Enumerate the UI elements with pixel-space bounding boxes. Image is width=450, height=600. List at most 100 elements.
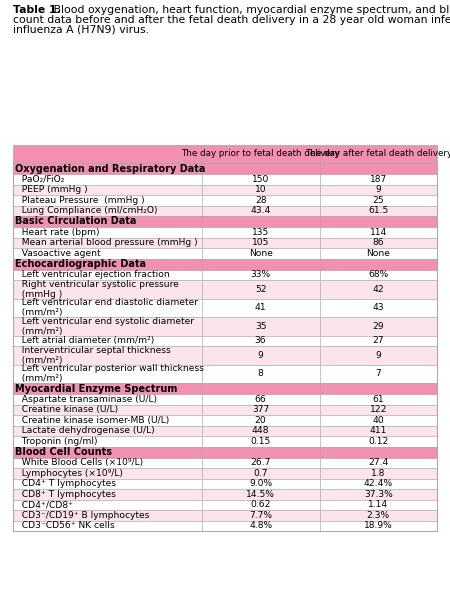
Bar bbox=[13, 510, 202, 520]
Text: 1.14: 1.14 bbox=[368, 500, 388, 509]
Text: 68%: 68% bbox=[368, 270, 388, 279]
Bar bbox=[13, 335, 202, 346]
Bar bbox=[202, 425, 320, 436]
Text: Basic Circulation Data: Basic Circulation Data bbox=[15, 217, 136, 226]
Text: 2.3%: 2.3% bbox=[367, 511, 390, 520]
Bar bbox=[202, 174, 320, 185]
Text: 43.4: 43.4 bbox=[251, 206, 271, 215]
Text: Left atrial diameter (mm/m²): Left atrial diameter (mm/m²) bbox=[16, 336, 154, 345]
Bar bbox=[202, 205, 320, 216]
Text: 150: 150 bbox=[252, 175, 269, 184]
Bar bbox=[320, 238, 437, 248]
Text: 66: 66 bbox=[255, 395, 266, 404]
Bar bbox=[13, 346, 202, 364]
Text: 61: 61 bbox=[373, 395, 384, 404]
Bar bbox=[320, 468, 437, 479]
Bar bbox=[202, 510, 320, 520]
Bar bbox=[320, 404, 437, 415]
Bar bbox=[13, 489, 202, 499]
Text: 4.8%: 4.8% bbox=[249, 521, 272, 530]
Text: None: None bbox=[366, 249, 390, 258]
Text: 18.9%: 18.9% bbox=[364, 521, 393, 530]
Text: 36: 36 bbox=[255, 336, 266, 345]
Bar bbox=[13, 174, 202, 185]
Text: 42.4%: 42.4% bbox=[364, 479, 393, 488]
Text: White Blood Cells (×10⁹/L): White Blood Cells (×10⁹/L) bbox=[16, 458, 143, 467]
Bar bbox=[202, 436, 320, 446]
Text: 7: 7 bbox=[375, 369, 381, 378]
Text: 42: 42 bbox=[373, 285, 384, 294]
Text: 61.5: 61.5 bbox=[368, 206, 388, 215]
Text: count data before and after the fetal death delivery in a 28 year old woman infe: count data before and after the fetal de… bbox=[13, 15, 450, 25]
Bar bbox=[13, 227, 202, 238]
Bar bbox=[13, 468, 202, 479]
Text: 33%: 33% bbox=[251, 270, 271, 279]
Text: 10: 10 bbox=[255, 185, 266, 194]
Text: 41: 41 bbox=[255, 303, 266, 312]
Bar bbox=[202, 404, 320, 415]
Text: 135: 135 bbox=[252, 228, 269, 237]
Bar bbox=[202, 489, 320, 499]
Bar bbox=[202, 394, 320, 404]
Text: CD3⁻/CD19⁺ B lymphocytes: CD3⁻/CD19⁺ B lymphocytes bbox=[16, 511, 149, 520]
Bar bbox=[13, 383, 437, 394]
Bar bbox=[13, 195, 202, 205]
Text: influenza A (H7N9) virus.: influenza A (H7N9) virus. bbox=[13, 25, 149, 35]
Text: CD8⁺ T lymphocytes: CD8⁺ T lymphocytes bbox=[16, 490, 116, 499]
Text: Table 1.: Table 1. bbox=[13, 5, 61, 15]
Text: 8: 8 bbox=[258, 369, 264, 378]
Bar bbox=[320, 298, 437, 317]
Text: 25: 25 bbox=[373, 196, 384, 205]
Bar bbox=[202, 364, 320, 383]
Bar bbox=[320, 394, 437, 404]
Bar bbox=[13, 499, 202, 510]
Bar bbox=[202, 269, 320, 280]
Bar bbox=[202, 227, 320, 238]
Text: None: None bbox=[249, 249, 273, 258]
Bar bbox=[320, 499, 437, 510]
Text: Troponin (ng/ml): Troponin (ng/ml) bbox=[16, 437, 98, 446]
Bar bbox=[202, 520, 320, 531]
Text: 40: 40 bbox=[373, 416, 384, 425]
Text: Left ventricular end diastolic diameter
  (mm/m²): Left ventricular end diastolic diameter … bbox=[16, 298, 198, 317]
Text: 52: 52 bbox=[255, 285, 266, 294]
Text: 43: 43 bbox=[373, 303, 384, 312]
Text: Creatine kinase isomer-MB (U/L): Creatine kinase isomer-MB (U/L) bbox=[16, 416, 169, 425]
Bar bbox=[320, 364, 437, 383]
Bar bbox=[202, 415, 320, 425]
Bar bbox=[13, 259, 437, 269]
Bar bbox=[202, 195, 320, 205]
Bar bbox=[13, 415, 202, 425]
Text: 9: 9 bbox=[375, 351, 381, 360]
Bar bbox=[320, 195, 437, 205]
Text: Blood Cell Counts: Blood Cell Counts bbox=[15, 447, 112, 457]
Text: 105: 105 bbox=[252, 238, 269, 247]
Bar bbox=[320, 269, 437, 280]
Text: 122: 122 bbox=[369, 405, 387, 414]
Bar bbox=[13, 404, 202, 415]
Text: Heart rate (bpm): Heart rate (bpm) bbox=[16, 228, 99, 237]
Text: Mean arterial blood pressure (mmHg ): Mean arterial blood pressure (mmHg ) bbox=[16, 238, 198, 247]
Text: 0.15: 0.15 bbox=[251, 437, 271, 446]
Text: Left ventricular ejection fraction: Left ventricular ejection fraction bbox=[16, 270, 170, 279]
Text: Echocardiographic Data: Echocardiographic Data bbox=[15, 259, 146, 269]
Bar bbox=[13, 185, 202, 195]
Bar bbox=[13, 364, 202, 383]
Text: 9.0%: 9.0% bbox=[249, 479, 272, 488]
Bar bbox=[320, 425, 437, 436]
Bar bbox=[13, 238, 202, 248]
Bar bbox=[202, 479, 320, 489]
Text: PEEP (mmHg ): PEEP (mmHg ) bbox=[16, 185, 88, 194]
Text: PaO₂/FiO₂: PaO₂/FiO₂ bbox=[16, 175, 64, 184]
Text: 26.7: 26.7 bbox=[251, 458, 271, 467]
Text: CD3⁻CD56⁺ NK cells: CD3⁻CD56⁺ NK cells bbox=[16, 521, 115, 530]
Text: Creatine kinase (U/L): Creatine kinase (U/L) bbox=[16, 405, 118, 414]
Bar bbox=[320, 227, 437, 238]
Text: 187: 187 bbox=[369, 175, 387, 184]
Bar bbox=[320, 205, 437, 216]
Bar bbox=[202, 317, 320, 335]
Bar bbox=[320, 489, 437, 499]
Text: 9: 9 bbox=[375, 185, 381, 194]
Bar bbox=[320, 174, 437, 185]
Bar bbox=[13, 446, 437, 457]
